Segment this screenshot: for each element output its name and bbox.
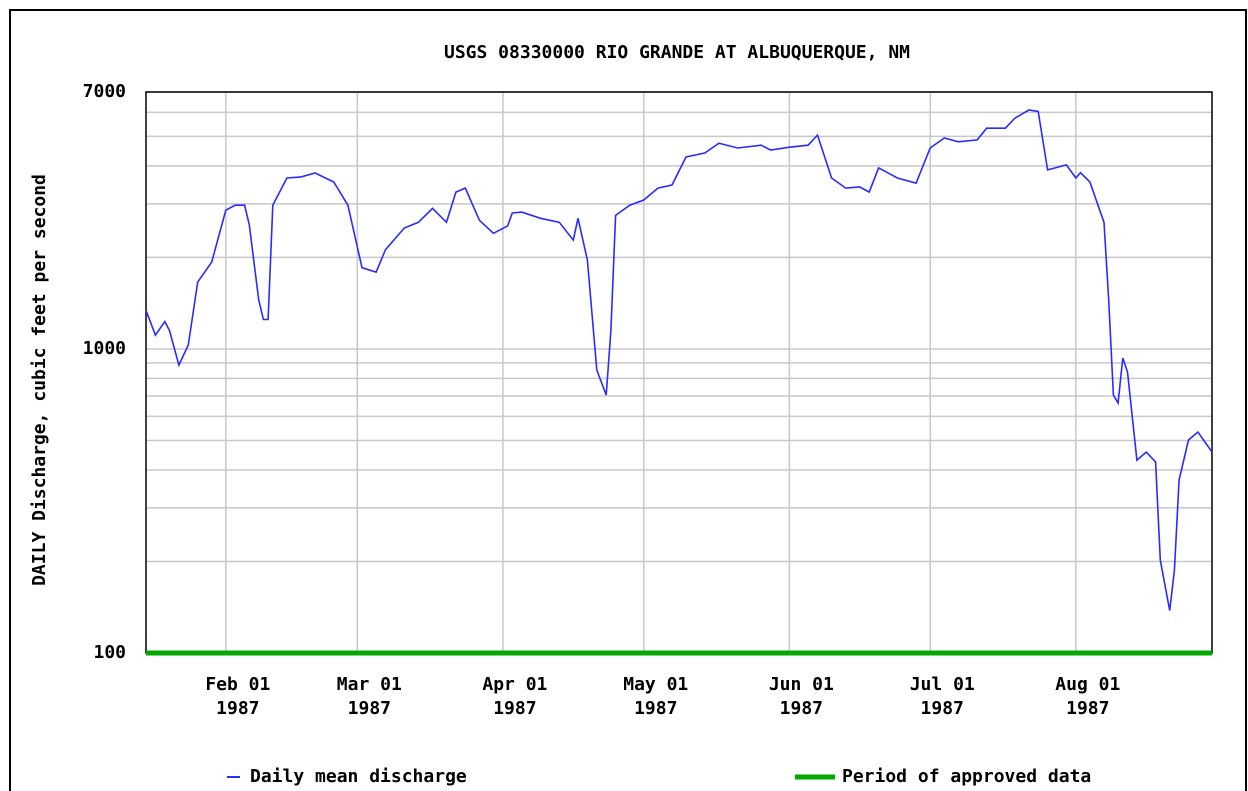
x-tick-label: 1987 [348, 698, 391, 719]
x-tick-label: Feb 01 [205, 674, 270, 695]
y-tick-label: 7000 [83, 81, 126, 102]
y-tick-label: 100 [93, 642, 126, 663]
x-tick-label: 1987 [634, 698, 677, 719]
x-tick-label: May 01 [623, 674, 688, 695]
x-tick-label: 1987 [1066, 698, 1109, 719]
legend-label: Period of approved data [842, 766, 1091, 787]
x-tick-label: Aug 01 [1055, 674, 1120, 695]
y-axis-label: DAILY Discharge, cubic feet per second [29, 174, 50, 586]
x-tick-label: 1987 [216, 698, 259, 719]
x-tick-label: 1987 [780, 698, 823, 719]
x-tick-label: 1987 [921, 698, 964, 719]
x-tick-label: Apr 01 [482, 674, 547, 695]
x-tick-label: Mar 01 [337, 674, 402, 695]
x-tick-label: Jun 01 [769, 674, 834, 695]
frame [9, 9, 1247, 791]
chart-title: USGS 08330000 RIO GRANDE AT ALBUQUERQUE,… [444, 42, 910, 63]
x-tick-label: 1987 [493, 698, 536, 719]
x-tick-label: Jul 01 [910, 674, 975, 695]
y-tick-label: 1000 [83, 338, 126, 359]
legend-label: Daily mean discharge [250, 766, 467, 787]
series-line [145, 109, 1213, 611]
